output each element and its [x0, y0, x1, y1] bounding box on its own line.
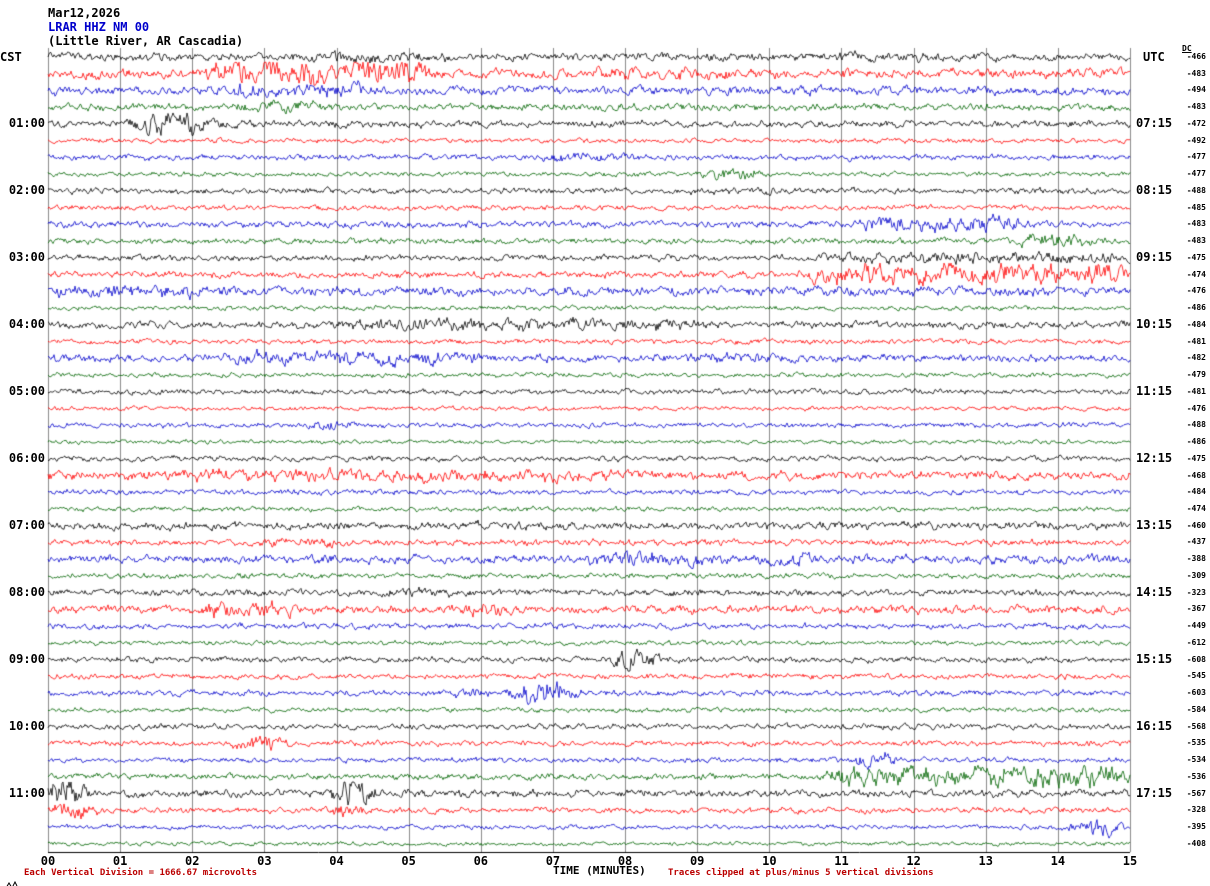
dc-value: -494: [1186, 85, 1206, 95]
hour-label-utc: 12:15: [1136, 450, 1173, 465]
dc-value: -484: [1186, 487, 1206, 497]
dc-value: -466: [1186, 52, 1206, 61]
x-tick-label: 10: [762, 854, 777, 868]
x-tick-label: 07: [545, 854, 561, 868]
dc-value: -492: [1186, 135, 1206, 145]
footer-scale-note: Each Vertical Division = 1666.67 microvo…: [24, 868, 257, 878]
dc-value: -477: [1186, 169, 1206, 179]
dc-value: -545: [1186, 671, 1206, 681]
dc-value: -460: [1186, 520, 1206, 530]
x-tick-label: 05: [401, 854, 416, 868]
dc-value: -603: [1186, 688, 1206, 698]
x-tick-label: 02: [185, 854, 200, 868]
hour-label-cst: 02:00: [8, 182, 45, 197]
dc-value: -481: [1186, 336, 1206, 346]
x-tick-label: 01: [112, 854, 128, 868]
dc-value: -323: [1186, 587, 1206, 597]
hour-label-utc: 10:15: [1136, 316, 1173, 331]
dc-value: -485: [1186, 202, 1206, 212]
dc-value: -486: [1186, 437, 1206, 447]
dc-value: -567: [1186, 788, 1206, 798]
dc-value: -486: [1186, 303, 1206, 313]
dc-value: -309: [1186, 570, 1206, 580]
dc-value: -437: [1186, 537, 1206, 547]
x-axis-title: TIME (MINUTES): [553, 864, 646, 877]
dc-value: -535: [1186, 738, 1206, 748]
hour-label-cst: 01:00: [8, 115, 45, 130]
x-tick-label: 04: [329, 854, 344, 868]
x-tick-label: 11: [834, 854, 849, 868]
dc-value: -483: [1186, 236, 1206, 246]
footer-clip-note: Traces clipped at plus/minus 5 vertical …: [668, 868, 934, 878]
hour-label-utc: 15:15: [1136, 651, 1173, 666]
dc-value: -483: [1186, 68, 1206, 78]
hour-label-cst: 11:00: [8, 785, 45, 800]
dc-value: -474: [1186, 503, 1206, 513]
hour-label-utc: 13:15: [1136, 517, 1173, 532]
dc-value: -468: [1186, 470, 1206, 480]
dc-value: -484: [1186, 319, 1206, 329]
dc-value: -395: [1186, 822, 1206, 832]
dc-value: -479: [1186, 370, 1206, 380]
x-tick-label: 00: [40, 854, 56, 868]
dc-value: -488: [1186, 185, 1206, 195]
dc-value: -483: [1186, 219, 1206, 229]
dc-value: -472: [1186, 118, 1206, 128]
dc-value: -367: [1186, 604, 1206, 614]
dc-value: -328: [1186, 805, 1206, 815]
dc-value: -482: [1186, 353, 1206, 363]
dc-column-header: DC: [1182, 44, 1192, 53]
dc-value: -568: [1186, 721, 1206, 731]
dc-value: -388: [1186, 554, 1206, 564]
logo-zigzag-icon: [6, 880, 18, 886]
hour-label-utc: 11:15: [1136, 383, 1173, 398]
dc-value: -488: [1186, 420, 1206, 430]
x-tick-label: 15: [1122, 854, 1138, 868]
hour-label-utc: 07:15: [1136, 115, 1173, 130]
x-tick-label: 13: [978, 854, 993, 868]
header-station-location: (Little River, AR Cascadia): [48, 34, 244, 48]
dc-value: -449: [1186, 621, 1206, 631]
dc-value: -608: [1186, 654, 1206, 664]
dc-value: -534: [1186, 755, 1206, 765]
hour-label-cst: 06:00: [8, 450, 45, 465]
hour-label-utc: 17:15: [1136, 785, 1173, 800]
header-station-id: LRAR HHZ NM 00: [48, 20, 150, 34]
dc-value: -536: [1186, 771, 1206, 781]
hour-label-cst: 04:00: [8, 316, 45, 331]
x-tick-label: 12: [906, 854, 921, 868]
hour-label-cst: 08:00: [8, 584, 45, 599]
right-timezone-label: UTC: [1143, 50, 1165, 64]
hour-label-utc: 14:15: [1136, 584, 1173, 599]
x-tick-label: 08: [617, 854, 633, 868]
x-tick-label: 06: [473, 854, 489, 868]
dc-value: -474: [1186, 269, 1206, 279]
x-tick-label: 03: [257, 854, 272, 868]
hour-label-cst: 07:00: [8, 517, 45, 532]
left-timezone-label: CST: [0, 50, 22, 64]
dc-value: -477: [1186, 152, 1206, 162]
dc-value: -408: [1186, 838, 1206, 848]
hour-label-cst: 03:00: [8, 249, 45, 264]
dc-value: -475: [1186, 453, 1206, 463]
hour-label-utc: 09:15: [1136, 249, 1173, 264]
hour-label-cst: 10:00: [8, 718, 45, 733]
header-date: Mar12,2026: [48, 6, 121, 20]
x-tick-label: 09: [689, 854, 705, 868]
dc-value: -475: [1186, 252, 1206, 262]
hour-label-utc: 08:15: [1136, 182, 1173, 197]
dc-value: -476: [1186, 286, 1206, 296]
hour-label-cst: 09:00: [8, 651, 45, 666]
hour-label-utc: 16:15: [1136, 718, 1173, 733]
dc-value: -584: [1186, 704, 1206, 714]
hour-label-cst: 05:00: [8, 383, 45, 398]
dc-value: -483: [1186, 102, 1206, 112]
dc-value: -481: [1186, 386, 1206, 396]
logo-mark: [6, 874, 18, 886]
x-tick-label: 14: [1050, 854, 1066, 868]
dc-value: -476: [1186, 403, 1206, 413]
dc-value: -612: [1186, 637, 1206, 647]
